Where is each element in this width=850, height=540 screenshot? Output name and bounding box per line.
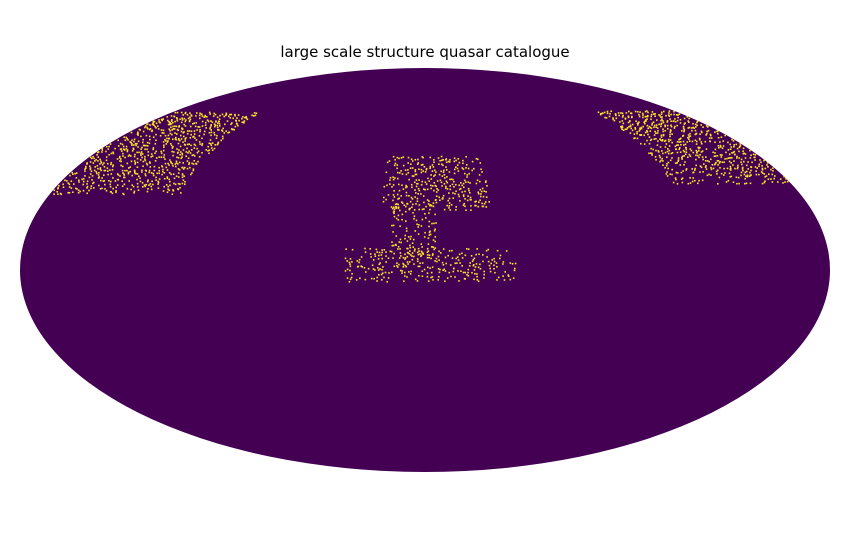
quasar-pixels [53, 110, 789, 283]
central-lower-band [344, 247, 517, 283]
chart-title: large scale structure quasar catalogue [280, 43, 570, 61]
right-high-patch [597, 110, 789, 185]
central-upper-patch [382, 155, 490, 211]
left-high-patch [53, 111, 258, 196]
